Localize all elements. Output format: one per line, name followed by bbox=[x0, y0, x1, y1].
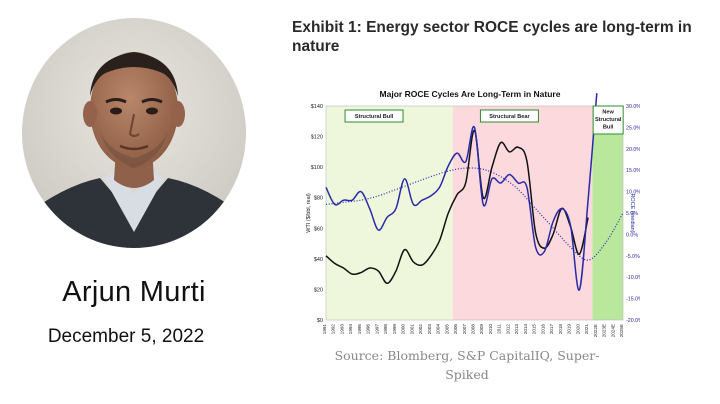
source-caption: Source: Blomberg, S&P CapitalIQ, Super-S… bbox=[334, 348, 600, 382]
y2-tick-label: 20.0% bbox=[626, 147, 640, 153]
x-tick-label: 2002 bbox=[418, 324, 423, 335]
x-tick-label: 1999 bbox=[392, 324, 397, 335]
x-tick-label: 1994 bbox=[348, 324, 353, 335]
y2-tick-label: -10.0% bbox=[626, 275, 640, 281]
x-tick-label: 2019 bbox=[567, 324, 572, 335]
x-tick-label: 2014 bbox=[523, 324, 528, 335]
x-tick-label: 2015 bbox=[532, 324, 537, 335]
y-tick-label: $0 bbox=[317, 318, 323, 324]
speaker-portrait bbox=[22, 18, 246, 248]
x-tick-label: 1992 bbox=[331, 324, 336, 335]
region-label-text: Structural bbox=[595, 117, 622, 123]
x-tick-label: 2007 bbox=[462, 324, 467, 335]
y2-tick-label: 5.0% bbox=[626, 211, 638, 217]
region-label-text: Bull bbox=[603, 125, 614, 131]
x-tick-label: 2008 bbox=[471, 324, 476, 335]
y2-tick-label: 25.0% bbox=[626, 125, 640, 131]
x-tick-label: 1997 bbox=[374, 324, 379, 335]
x-tick-label: 2017 bbox=[549, 324, 554, 335]
cycle-region-2 bbox=[452, 106, 593, 320]
y2-tick-label: 15.0% bbox=[626, 168, 640, 174]
y2-axis-title: ROCE (median) bbox=[629, 193, 635, 232]
region-label-text: New bbox=[602, 110, 614, 116]
x-tick-label: 2025E bbox=[619, 324, 624, 337]
y-tick-label: $40 bbox=[314, 257, 323, 263]
roce-cycle-chart: Major ROCE Cycles Are Long-Term in Natur… bbox=[306, 89, 640, 337]
region-label-box-1 bbox=[344, 109, 404, 123]
y-tick-label: $140 bbox=[311, 104, 323, 110]
y-tick-label: $100 bbox=[311, 165, 323, 171]
x-tick-label: 2001 bbox=[409, 324, 414, 335]
speaker-photo bbox=[22, 18, 246, 248]
x-tick-label: 2010 bbox=[488, 324, 493, 335]
region-label-text: Structural Bear bbox=[489, 114, 530, 120]
region-label-box-3 bbox=[592, 105, 624, 135]
x-tick-label: 2003 bbox=[427, 324, 432, 335]
x-tick-label: 2006 bbox=[453, 324, 458, 335]
y2-tick-label: -15.0% bbox=[626, 297, 640, 303]
x-tick-label: 2013 bbox=[514, 324, 519, 335]
x-tick-label: 2011 bbox=[497, 324, 502, 334]
y2-tick-label: -5.0% bbox=[626, 254, 640, 260]
chart-title: Major ROCE Cycles Are Long-Term in Natur… bbox=[380, 89, 561, 99]
x-tick-label: 1998 bbox=[383, 324, 388, 335]
x-tick-label: 2023E bbox=[602, 324, 607, 337]
exhibit-title: Exhibit 1: Energy sector ROCE cycles are… bbox=[292, 19, 692, 55]
talk-date: December 5, 2022 bbox=[47, 326, 205, 347]
cycle-region-1 bbox=[326, 106, 453, 320]
x-tick-label: 1991 bbox=[322, 324, 327, 335]
x-tick-label: 2000 bbox=[401, 324, 406, 335]
x-tick-label: 1995 bbox=[357, 324, 362, 335]
y2-tick-label: 10.0% bbox=[626, 190, 640, 196]
x-tick-label: 1993 bbox=[339, 324, 344, 335]
y-tick-label: $80 bbox=[314, 196, 323, 202]
y2-tick-label: 0.0% bbox=[626, 232, 638, 238]
y2-tick-label: 30.0% bbox=[626, 104, 640, 110]
x-tick-label: 2016 bbox=[540, 324, 545, 335]
y2-tick-label: -20.0% bbox=[626, 318, 640, 324]
y-tick-label: $120 bbox=[311, 135, 323, 141]
x-tick-label: 2024E bbox=[610, 324, 615, 337]
x-tick-label: 2012 bbox=[505, 324, 510, 335]
x-tick-label: 1996 bbox=[366, 324, 371, 335]
x-tick-label: 2004 bbox=[436, 324, 441, 335]
y-tick-label: $20 bbox=[314, 287, 323, 293]
plot-frame bbox=[325, 105, 624, 321]
x-tick-label: 2005 bbox=[444, 324, 449, 335]
y-axis-title: WTI ($/bbl, real) bbox=[306, 193, 312, 233]
region-label-text: Structural Bull bbox=[355, 114, 394, 120]
roce-trend-line bbox=[325, 167, 624, 261]
wti-series-line bbox=[325, 129, 589, 285]
region-label-box-2 bbox=[479, 109, 539, 123]
x-tick-label: 2021 bbox=[584, 324, 589, 335]
x-tick-label: 2020 bbox=[575, 324, 580, 335]
y-tick-label: $60 bbox=[314, 226, 323, 232]
x-tick-label: 2009 bbox=[479, 324, 484, 335]
roce-series-line bbox=[325, 93, 598, 291]
speaker-name: Arjun Murti bbox=[62, 276, 206, 308]
x-tick-label: 2022E bbox=[593, 324, 598, 337]
cycle-region-3 bbox=[592, 106, 623, 320]
x-tick-label: 2018 bbox=[558, 324, 563, 335]
